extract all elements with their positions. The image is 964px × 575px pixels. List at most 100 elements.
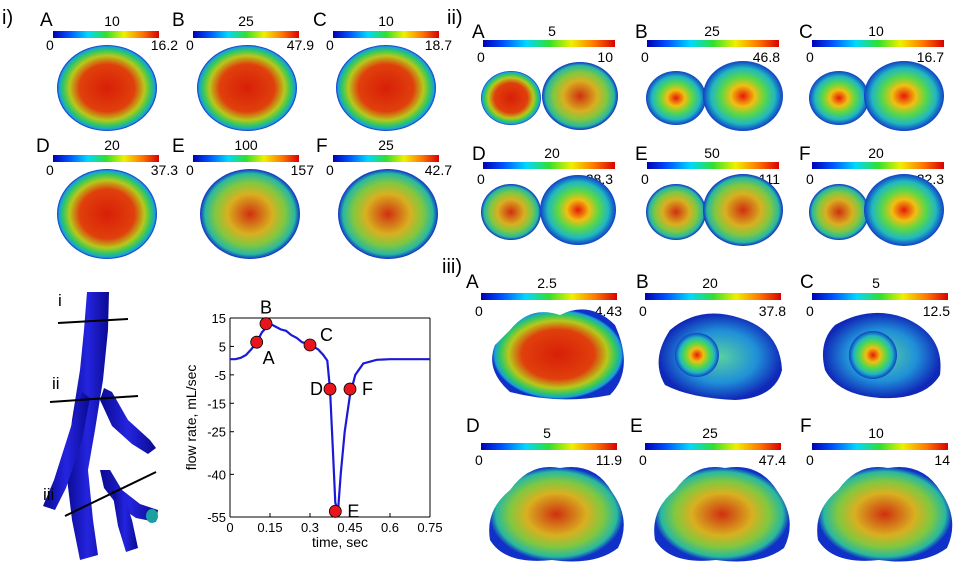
panel-iii-f: F 10 0 14 (800, 416, 953, 562)
panel-letter: E (172, 136, 185, 157)
colorbar-max-label: 46.8 (753, 49, 780, 65)
panel-ii-f: F 20 0 32.3 (799, 144, 944, 246)
panel-letter: A (40, 10, 53, 31)
panel-letter: D (466, 416, 480, 437)
marker-label-a: A (263, 348, 275, 368)
x-tick-label: 0.45 (337, 520, 362, 535)
colorbar-mid-label: 50 (704, 145, 720, 161)
colorbar-mid-label: 20 (868, 145, 884, 161)
y-tick-label: -40 (207, 467, 226, 482)
cross-section-map (492, 309, 624, 400)
cross-section-map (489, 466, 624, 562)
colorbar-mid-label: 25 (378, 137, 394, 153)
marker-label-b: B (260, 298, 272, 318)
colorbar-mid-label: 2.5 (537, 275, 557, 291)
panel-letter: B (636, 272, 649, 293)
vessel-right-upper-branch (100, 388, 156, 454)
colorbar (812, 162, 944, 169)
panel-letter: E (630, 416, 643, 437)
colorbar (645, 443, 781, 450)
cross-section-map (336, 45, 436, 131)
marker-e (328, 504, 342, 518)
colorbar-mid-label: 20 (544, 145, 560, 161)
colorbar-max-label: 42.7 (425, 162, 452, 178)
colorbar (53, 31, 159, 38)
colorbar-min-label: 0 (806, 452, 814, 468)
flow-rate-markers: A B C D E F (250, 298, 373, 521)
marker-c (303, 338, 317, 352)
cross-section-map-left (481, 71, 541, 125)
section-label-ii: ii) (447, 7, 463, 29)
cross-section-map (197, 45, 297, 131)
colorbar-mid-label: 25 (704, 23, 720, 39)
colorbar-min-label: 0 (639, 303, 647, 319)
cross-section-map (338, 169, 438, 259)
colorbar-mid-label: 5 (872, 275, 880, 291)
cross-section-map-right (864, 61, 944, 131)
panel-i-f: F 25 0 42.7 (316, 136, 452, 259)
panel-iii-c: C 5 0 12.5 (800, 272, 950, 399)
cut-line-i (57, 318, 129, 324)
colorbar (333, 155, 439, 162)
flow-rate-series-line (230, 322, 430, 512)
colorbar (647, 40, 779, 47)
colorbar-min-label: 0 (641, 49, 649, 65)
colorbar-mid-label: 10 (868, 23, 884, 39)
colorbar-min-label: 0 (186, 162, 194, 178)
panel-ii-b: B 25 0 46.8 (635, 22, 783, 131)
y-tick-label: -15 (207, 396, 226, 411)
vessel-right-descending-branch (112, 490, 138, 552)
colorbar-mid-label: 100 (234, 137, 258, 153)
panel-iii-b: B 20 0 37.8 (636, 272, 786, 400)
colorbar-min-label: 0 (806, 303, 814, 319)
cross-section-map-right (864, 174, 944, 246)
cross-section-map (57, 45, 157, 131)
y-tick-label: -25 (207, 425, 226, 440)
cross-section-map-left (646, 184, 706, 240)
colorbar-mid-label: 25 (238, 13, 254, 29)
colorbar (333, 31, 439, 38)
colorbar-max-label: 16.7 (917, 49, 944, 65)
panel-letter: B (635, 22, 648, 43)
panel-letter: E (635, 144, 648, 165)
colorbar-mid-label: 20 (104, 137, 120, 153)
colorbar (53, 155, 159, 162)
y-tick-label: -55 (207, 510, 226, 525)
cross-section-map-left (646, 71, 706, 125)
colorbar-min-label: 0 (475, 452, 483, 468)
cross-section-map (817, 466, 953, 562)
cross-section-map (57, 169, 157, 259)
colorbar-max-label: 16.2 (151, 37, 178, 53)
cut-label-iii: iii (43, 485, 54, 504)
vessel-outlet-cap (146, 509, 158, 523)
colorbar-max-label: 12.5 (923, 303, 950, 319)
colorbar (812, 443, 948, 450)
colorbar-mid-label: 5 (548, 23, 556, 39)
colorbar-mid-label: 10 (378, 13, 394, 29)
cross-section-map-hotspot (849, 331, 897, 379)
colorbar (812, 293, 948, 300)
colorbar-min-label: 0 (475, 303, 483, 319)
panel-i-c: C 10 0 18.7 (313, 10, 452, 131)
cross-section-map-right (703, 61, 783, 131)
cut-label-ii: ii (52, 374, 60, 393)
cross-section-map-right (703, 174, 783, 246)
x-tick-label: 0.15 (257, 520, 282, 535)
colorbar-min-label: 0 (477, 171, 485, 187)
y-tick-label: 5 (219, 339, 226, 354)
x-tick-label: 0 (226, 520, 233, 535)
colorbar (645, 293, 781, 300)
colorbar-max-label: 18.7 (425, 37, 452, 53)
colorbar-min-label: 0 (806, 49, 814, 65)
panel-i-a: A 10 0 16.2 (40, 10, 178, 131)
colorbar-min-label: 0 (477, 49, 485, 65)
panel-letter: A (466, 272, 479, 293)
x-axis-ticks: 0 0.15 0.3 0.45 0.6 0.75 (226, 513, 443, 535)
panel-letter: F (800, 416, 812, 437)
vessel-geometry: i ii iii (43, 291, 158, 560)
y-axis-ticks: 15 5 -5 -15 -25 -40 -55 (207, 311, 234, 525)
colorbar-max-label: 157 (291, 162, 315, 178)
marker-label-e: E (347, 501, 359, 521)
cross-section-map-left (481, 184, 541, 240)
y-axis-label: flow rate, mL/sec (183, 365, 199, 471)
